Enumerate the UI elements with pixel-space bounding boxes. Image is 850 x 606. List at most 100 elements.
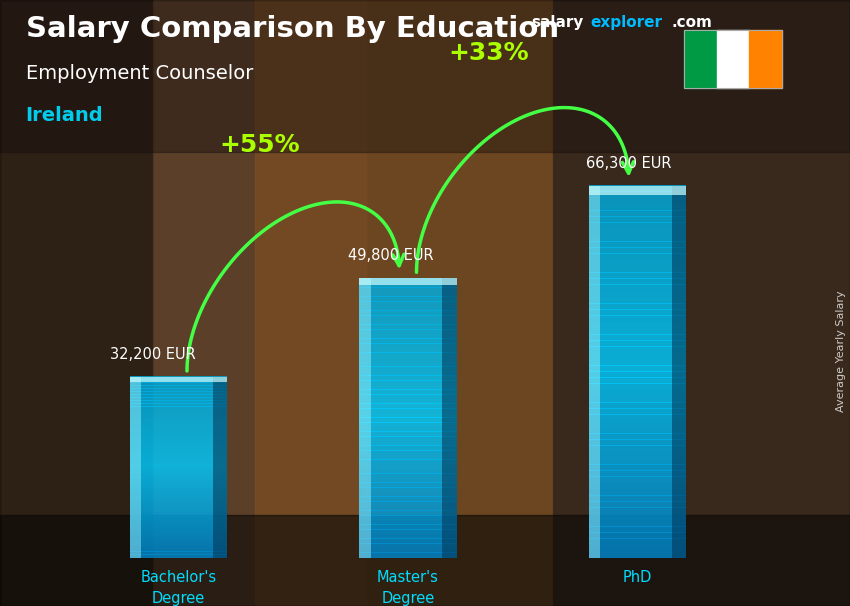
Bar <box>359 478 457 483</box>
Bar <box>588 322 686 328</box>
Bar <box>359 338 457 344</box>
Bar <box>588 495 686 502</box>
Text: Employment Counselor: Employment Counselor <box>26 64 253 82</box>
Bar <box>684 30 782 88</box>
Bar <box>588 191 686 198</box>
Bar <box>588 427 686 434</box>
Bar <box>588 520 686 527</box>
Bar <box>0 0 153 606</box>
Bar <box>129 401 227 404</box>
Bar <box>359 278 371 558</box>
Bar <box>129 454 227 458</box>
Bar <box>359 445 457 450</box>
Text: Master's
Degree: Master's Degree <box>377 570 439 605</box>
Text: +55%: +55% <box>219 133 299 157</box>
Bar <box>359 552 457 558</box>
Bar <box>588 458 686 465</box>
Bar <box>129 385 227 389</box>
Bar <box>359 296 457 302</box>
Bar <box>129 497 227 501</box>
Bar <box>588 315 686 322</box>
Bar <box>153 0 366 606</box>
Bar <box>552 0 850 606</box>
Bar <box>129 404 227 407</box>
Bar <box>359 468 457 474</box>
Bar <box>129 494 227 498</box>
Bar <box>359 291 457 297</box>
Bar <box>129 388 227 392</box>
Bar <box>588 526 686 533</box>
Bar <box>129 376 227 380</box>
Bar <box>684 30 717 88</box>
Bar <box>129 467 227 470</box>
Bar <box>750 30 782 88</box>
Bar <box>359 454 457 460</box>
Bar <box>588 328 686 335</box>
Bar <box>359 399 457 404</box>
Bar <box>129 491 227 494</box>
Bar <box>359 310 457 316</box>
Bar <box>129 542 227 545</box>
Bar <box>359 510 457 516</box>
Bar <box>129 448 227 452</box>
Bar <box>359 343 457 348</box>
Bar <box>588 501 686 508</box>
Bar <box>129 548 227 551</box>
Bar <box>359 473 457 478</box>
Bar <box>359 520 457 525</box>
Bar <box>0 0 850 152</box>
Bar <box>588 210 686 217</box>
Bar <box>359 357 457 362</box>
Bar <box>129 527 227 530</box>
Bar <box>129 445 227 449</box>
Bar <box>588 297 686 304</box>
Bar <box>588 198 686 204</box>
Bar <box>129 509 227 513</box>
Bar <box>129 422 227 425</box>
Bar <box>359 482 457 488</box>
Bar <box>359 548 457 553</box>
Bar <box>359 431 457 436</box>
Bar <box>588 402 686 409</box>
Bar <box>359 301 457 306</box>
Bar <box>588 470 686 477</box>
Bar <box>588 507 686 514</box>
Bar <box>129 473 227 476</box>
Bar <box>359 278 457 283</box>
Bar <box>359 534 457 539</box>
Bar <box>129 524 227 527</box>
Bar <box>129 503 227 507</box>
Bar <box>129 379 227 383</box>
Bar <box>588 384 686 390</box>
Bar <box>588 451 686 458</box>
Bar <box>129 533 227 536</box>
Bar <box>588 266 686 273</box>
Bar <box>359 390 457 395</box>
Bar <box>359 319 457 325</box>
Bar <box>588 445 686 452</box>
Bar <box>129 461 227 464</box>
Bar <box>588 390 686 396</box>
Bar <box>588 408 686 415</box>
Bar <box>129 377 141 558</box>
Bar <box>588 253 686 260</box>
Bar <box>672 186 686 558</box>
Bar <box>588 532 686 539</box>
Bar <box>359 538 457 544</box>
Text: salary: salary <box>531 15 584 30</box>
Bar <box>717 30 750 88</box>
Bar <box>129 398 227 401</box>
Bar <box>359 287 457 292</box>
Bar <box>588 185 686 192</box>
Bar <box>359 394 457 399</box>
Bar <box>588 334 686 341</box>
Bar <box>359 324 457 330</box>
Bar <box>359 305 457 311</box>
Bar <box>359 506 457 511</box>
Bar <box>359 329 457 334</box>
Bar <box>129 425 227 428</box>
Text: PhD: PhD <box>623 570 652 585</box>
Bar <box>0 515 850 606</box>
Bar <box>129 485 227 488</box>
Bar <box>359 422 457 427</box>
